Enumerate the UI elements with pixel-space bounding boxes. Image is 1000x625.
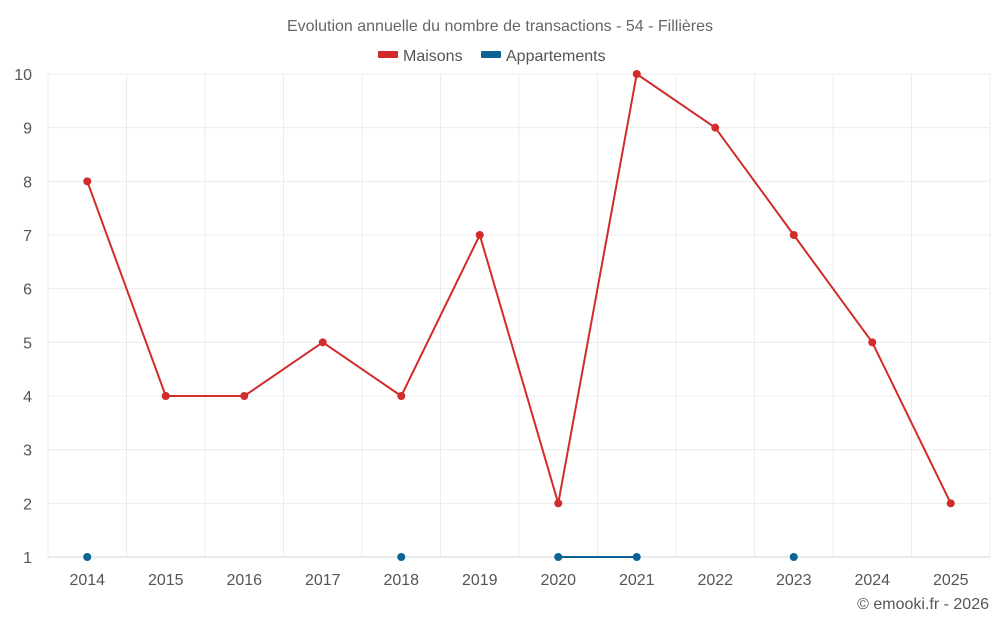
data-point[interactable] (397, 553, 406, 561)
data-point[interactable] (554, 499, 563, 508)
x-tick-label: 2014 (69, 572, 105, 589)
chart-title: Evolution annuelle du nombre de transact… (287, 18, 713, 35)
data-point[interactable] (475, 231, 484, 239)
x-tick-label: 2016 (226, 572, 262, 589)
x-tick-label: 2025 (933, 572, 969, 589)
data-point[interactable] (318, 338, 327, 347)
data-point[interactable] (161, 392, 170, 400)
data-point[interactable] (946, 499, 955, 508)
x-tick-label: 2021 (619, 572, 655, 589)
data-point[interactable] (83, 177, 92, 186)
legend-label-maisons[interactable]: Maisons (403, 48, 463, 65)
x-tick-label: 2022 (697, 572, 733, 589)
legend: Maisons Appartements (378, 48, 606, 65)
y-tick-label: 9 (23, 121, 32, 138)
legend-label-appartements[interactable]: Appartements (506, 48, 606, 65)
data-point[interactable] (397, 392, 406, 400)
grid (47, 73, 991, 558)
x-tick-label: 2015 (148, 572, 184, 589)
y-axis-ticks: 1 2 3 4 5 6 7 8 9 10 (14, 67, 32, 567)
x-tick-label: 2019 (462, 572, 498, 589)
y-tick-label: 2 (23, 496, 32, 513)
y-tick-label: 4 (23, 389, 32, 406)
data-point[interactable] (632, 70, 641, 78)
y-tick-label: 6 (23, 282, 32, 299)
data-point[interactable] (554, 553, 563, 561)
series-line (86, 73, 952, 505)
x-tick-label: 2018 (383, 572, 419, 589)
data-point[interactable] (632, 553, 641, 561)
x-tick-label: 2023 (776, 572, 812, 589)
y-tick-label: 5 (23, 335, 32, 352)
y-tick-label: 1 (23, 550, 32, 567)
y-tick-label: 8 (23, 174, 32, 191)
series-appartements (83, 553, 798, 561)
x-axis-ticks: 2014 2015 2016 2017 2018 2019 2020 2021 2022 2023… (69, 572, 968, 589)
series-layer (83, 70, 955, 561)
legend-swatch-maisons (378, 51, 398, 58)
legend-swatch-appartements (481, 51, 501, 58)
credit-text: © emooki.fr - 2026 (857, 596, 989, 613)
data-point[interactable] (868, 338, 877, 347)
x-tick-label: 2020 (540, 572, 576, 589)
data-point[interactable] (711, 123, 720, 132)
y-tick-label: 7 (23, 228, 32, 245)
data-point[interactable] (789, 231, 798, 239)
data-point[interactable] (789, 553, 798, 561)
data-point[interactable] (83, 553, 92, 561)
data-point[interactable] (240, 392, 249, 400)
y-tick-label: 3 (23, 443, 32, 460)
y-tick-label: 10 (14, 67, 32, 84)
x-tick-label: 2017 (305, 572, 341, 589)
series-maisons (83, 70, 955, 508)
x-tick-label: 2024 (854, 572, 890, 589)
